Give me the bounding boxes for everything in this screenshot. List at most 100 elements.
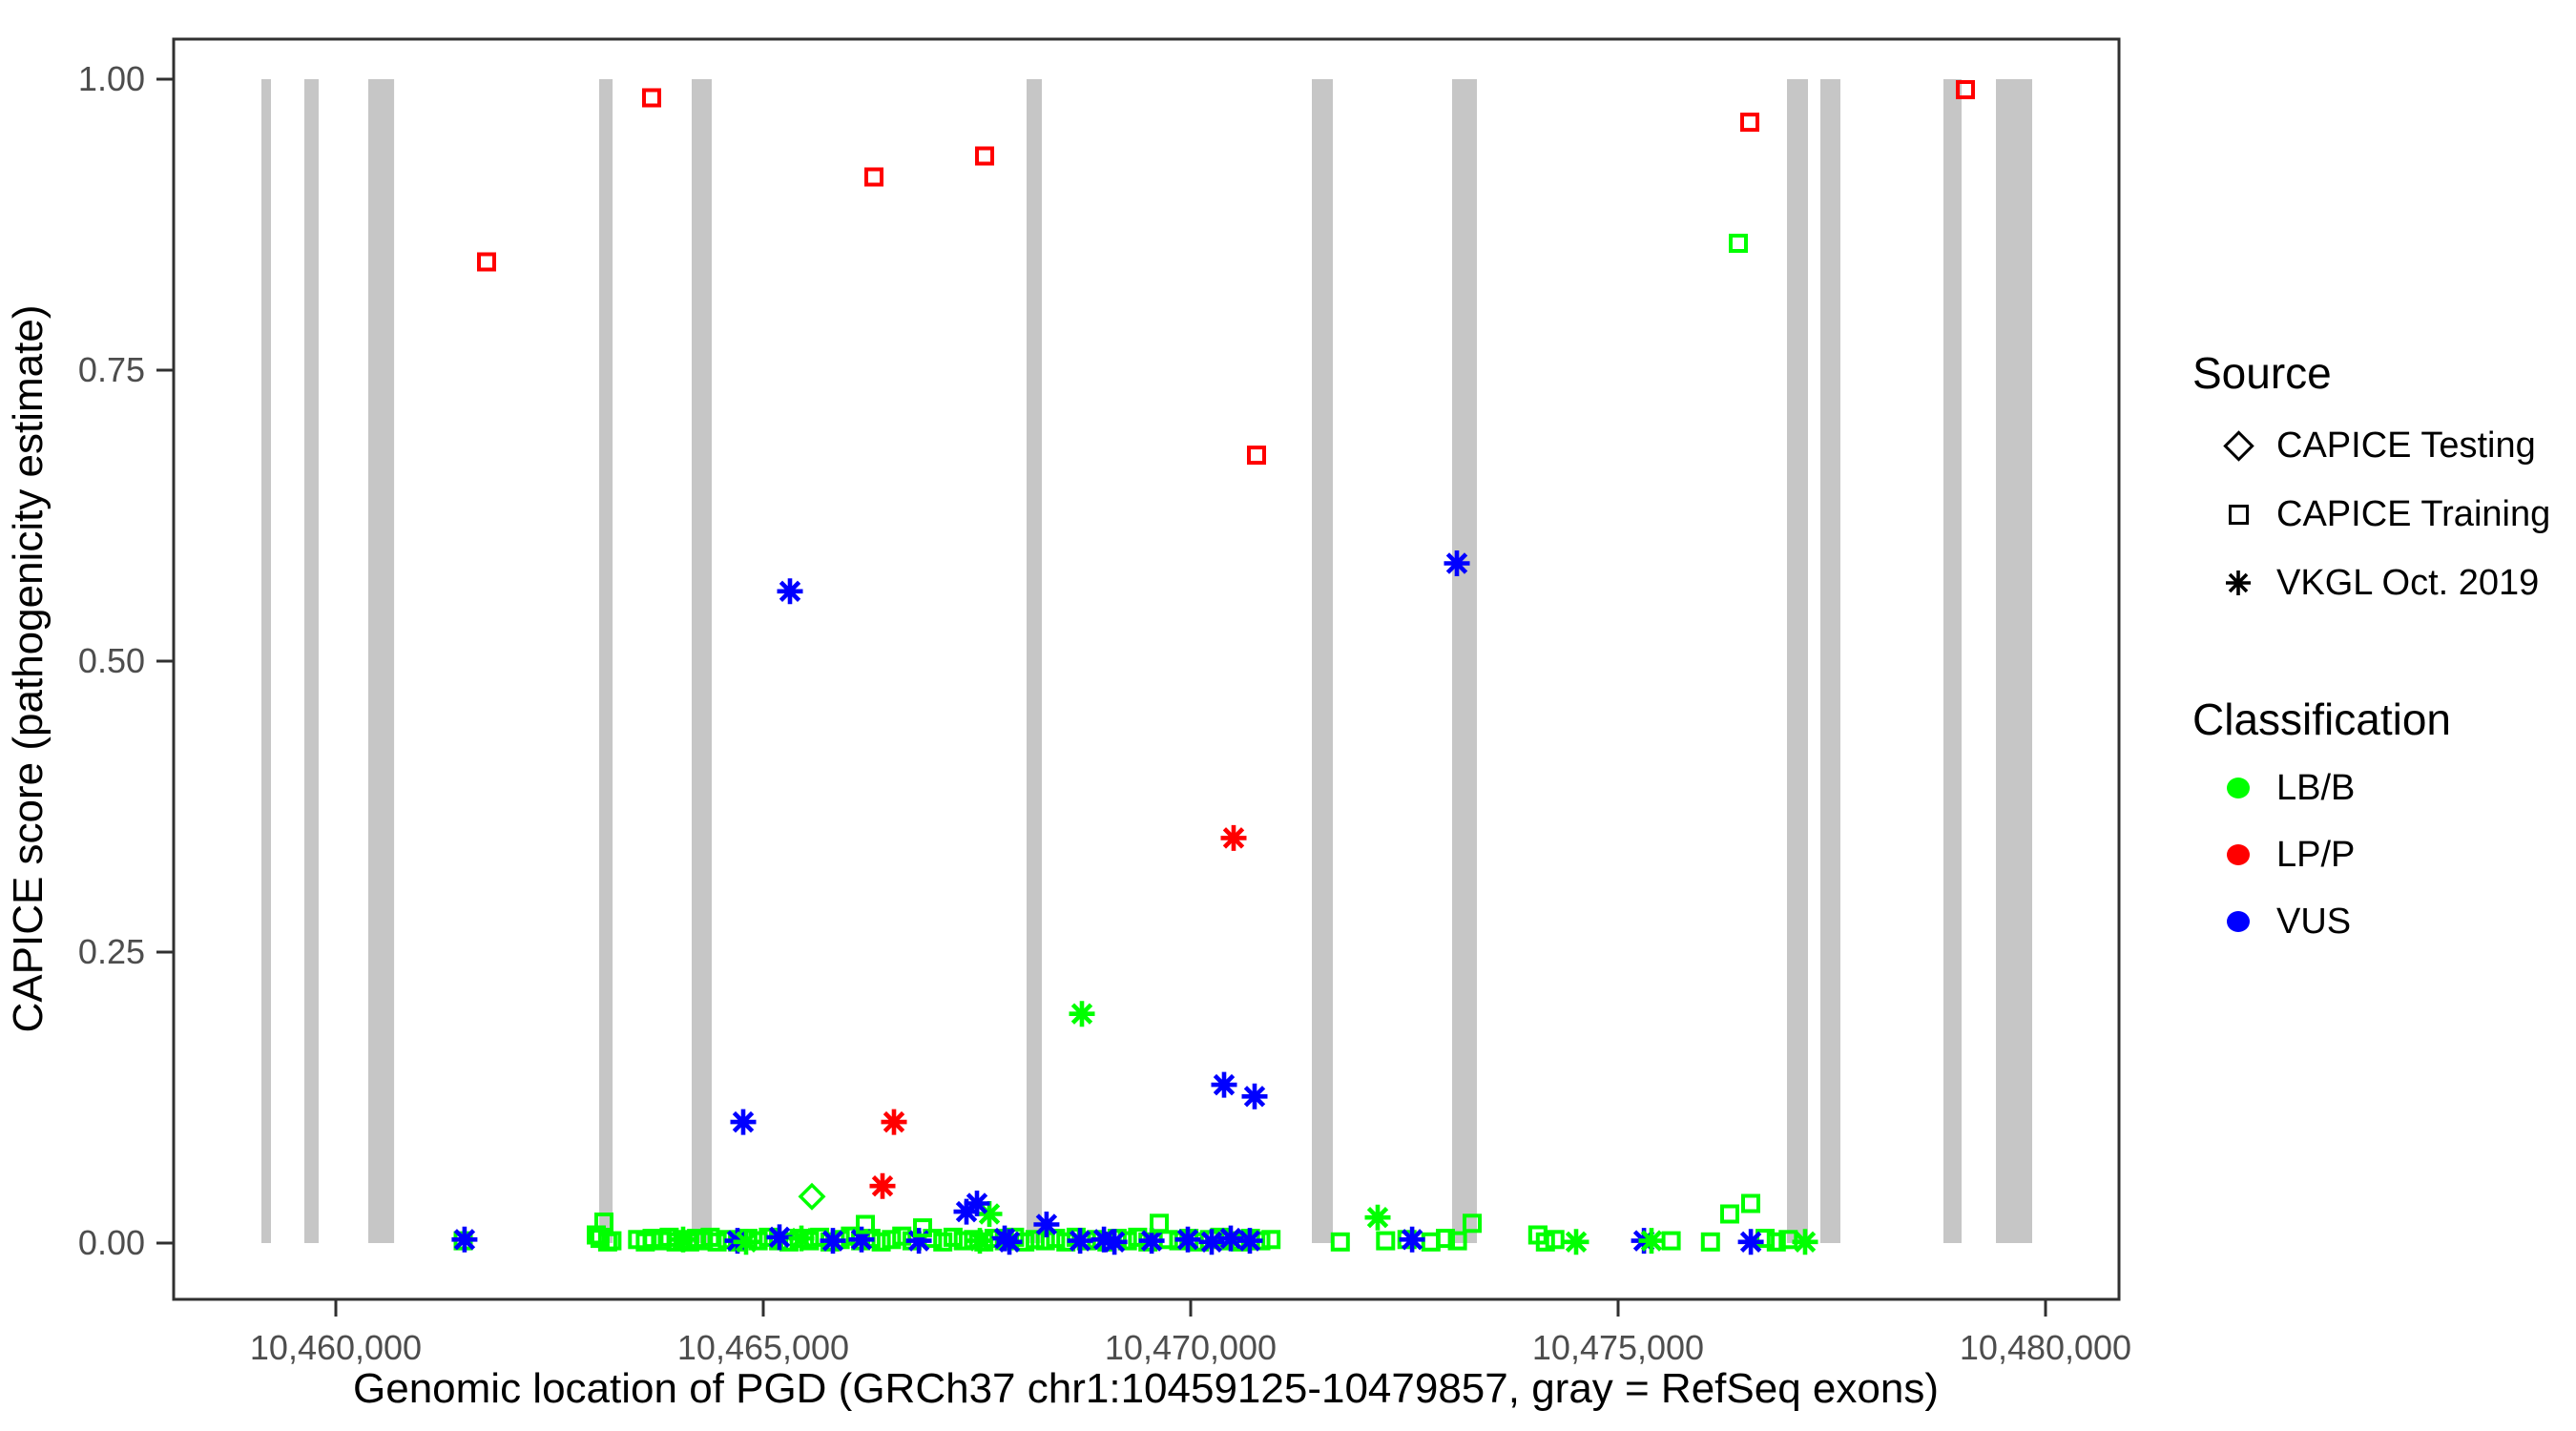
point-vkgl-asterisk (996, 1229, 1023, 1255)
point-training-square (1463, 1213, 1482, 1234)
point-vkgl-asterisk (966, 1228, 993, 1255)
blue-dot-icon (2227, 911, 2250, 932)
exon-bar (1452, 79, 1477, 1243)
point-training-square (1741, 1193, 1760, 1213)
x-tick-label: 10,465,000 (677, 1328, 849, 1367)
point-training-square (1376, 1231, 1396, 1251)
legend-item-vkgl: VKGL Oct. 2019 (2212, 561, 2576, 605)
legend-source-title: Source (2192, 348, 2332, 398)
legend-item-label: CAPICE Training (2276, 493, 2551, 534)
point-vkgl-asterisk (451, 1226, 478, 1253)
green-dot-icon (2227, 778, 2250, 798)
point-vkgl-asterisk (1737, 1229, 1764, 1255)
point-training-square (1247, 446, 1266, 466)
point-training-square (1025, 1230, 1045, 1250)
legend-item-vus: VUS (2212, 900, 2576, 944)
point-vkgl-asterisk (766, 1224, 793, 1251)
point-vkgl-asterisk (869, 1172, 896, 1199)
square-icon (2228, 504, 2249, 525)
point-vkgl-asterisk (976, 1201, 1003, 1227)
point-vkgl-asterisk (1198, 1229, 1225, 1255)
legend-item-lbb: LB/B (2212, 766, 2576, 810)
legend-item-label: CAPICE Testing (2276, 425, 2536, 466)
point-training-square (1330, 1232, 1350, 1252)
point-vkgl-asterisk (1444, 550, 1470, 576)
point-training-square (642, 88, 661, 108)
point-vkgl-asterisk (1067, 1228, 1093, 1255)
point-vkgl-asterisk (1792, 1229, 1818, 1255)
point-vkgl-asterisk (1220, 824, 1247, 851)
legend: Source CAPICE Testing CAPICE Training (2192, 349, 2576, 966)
exon-bar (304, 79, 319, 1243)
point-vkgl-asterisk (777, 578, 803, 605)
legend-item-lpp: LP/P (2212, 833, 2576, 877)
point-vkgl-asterisk (953, 1198, 980, 1225)
point-training-square (594, 1213, 613, 1232)
point-vkgl-asterisk (1217, 1225, 1244, 1252)
legend-item-label: VUS (2276, 901, 2352, 942)
exon-bar (368, 79, 395, 1243)
point-vkgl-asterisk (820, 1228, 846, 1255)
point-vkgl-asterisk (730, 1109, 757, 1135)
point-vkgl-asterisk (1069, 1001, 1095, 1027)
exon-bar (261, 79, 271, 1243)
point-vkgl-asterisk (733, 1229, 759, 1255)
legend-classification-title: Classification (2192, 695, 2451, 744)
point-training-square (871, 1232, 891, 1252)
x-axis-title: Genomic location of PGD (GRCh37 chr1:104… (353, 1365, 1939, 1412)
x-tick-label: 10,470,000 (1105, 1328, 1277, 1367)
legend-item-label: LB/B (2276, 767, 2356, 808)
point-training-square (1740, 113, 1759, 133)
y-tick-label: 0.50 (78, 641, 145, 680)
point-vkgl-asterisk (881, 1109, 907, 1135)
point-training-square (1755, 1229, 1776, 1249)
point-testing-diamond (798, 1182, 826, 1211)
point-vkgl-asterisk (1241, 1083, 1268, 1110)
exon-bar (1820, 79, 1840, 1243)
point-vkgl-asterisk (1101, 1229, 1128, 1255)
point-training-square (913, 1218, 932, 1238)
refseq-exon-bars (261, 79, 2032, 1243)
point-training-square (1956, 80, 1975, 99)
y-tick-label: 0.00 (78, 1223, 145, 1262)
exon-bar (1787, 79, 1808, 1243)
point-vkgl-asterisk (848, 1226, 875, 1253)
point-training-square (1720, 1204, 1739, 1224)
point-training-square (1261, 1230, 1281, 1250)
y-tick-label: 0.25 (78, 932, 145, 971)
diamond-icon (2222, 429, 2254, 462)
point-vkgl-asterisk (1138, 1228, 1165, 1255)
point-training-square (882, 1230, 902, 1250)
point-training-square (1700, 1232, 1720, 1252)
point-training-square (943, 1227, 963, 1247)
point-training-square (892, 1226, 912, 1246)
exon-bar (1996, 79, 2032, 1243)
point-vkgl-asterisk (1033, 1212, 1060, 1237)
point-vkgl-asterisk (905, 1228, 932, 1255)
exon-bar (1943, 79, 1962, 1243)
point-training-square (1447, 1231, 1467, 1251)
point-vkgl-asterisk (1091, 1226, 1117, 1253)
point-vkgl-asterisk (1563, 1229, 1589, 1255)
x-tick-label: 10,460,000 (250, 1328, 422, 1367)
point-training-square (933, 1232, 953, 1252)
y-axis-title: CAPICE score (pathogenicity estimate) (5, 305, 52, 1033)
point-training-square (1436, 1229, 1455, 1249)
point-training-square (1766, 1232, 1786, 1252)
point-training-square (477, 252, 496, 272)
point-training-square (1661, 1231, 1681, 1251)
point-training-square (1729, 234, 1748, 253)
x-tick-label: 10,480,000 (1960, 1328, 2131, 1367)
y-tick-label: 1.00 (78, 59, 145, 98)
point-training-square (923, 1229, 943, 1249)
x-tick-label: 10,475,000 (1532, 1328, 1704, 1367)
asterisk-icon (2226, 570, 2251, 595)
exon-bar (1027, 79, 1042, 1243)
axes: 10,460,000 10,465,000 10,470,000 10,475,000… (78, 59, 2131, 1367)
red-dot-icon (2227, 844, 2250, 865)
point-vkgl-asterisk (788, 1225, 815, 1252)
exon-bar (1312, 79, 1333, 1243)
panel-border (172, 37, 2121, 1301)
